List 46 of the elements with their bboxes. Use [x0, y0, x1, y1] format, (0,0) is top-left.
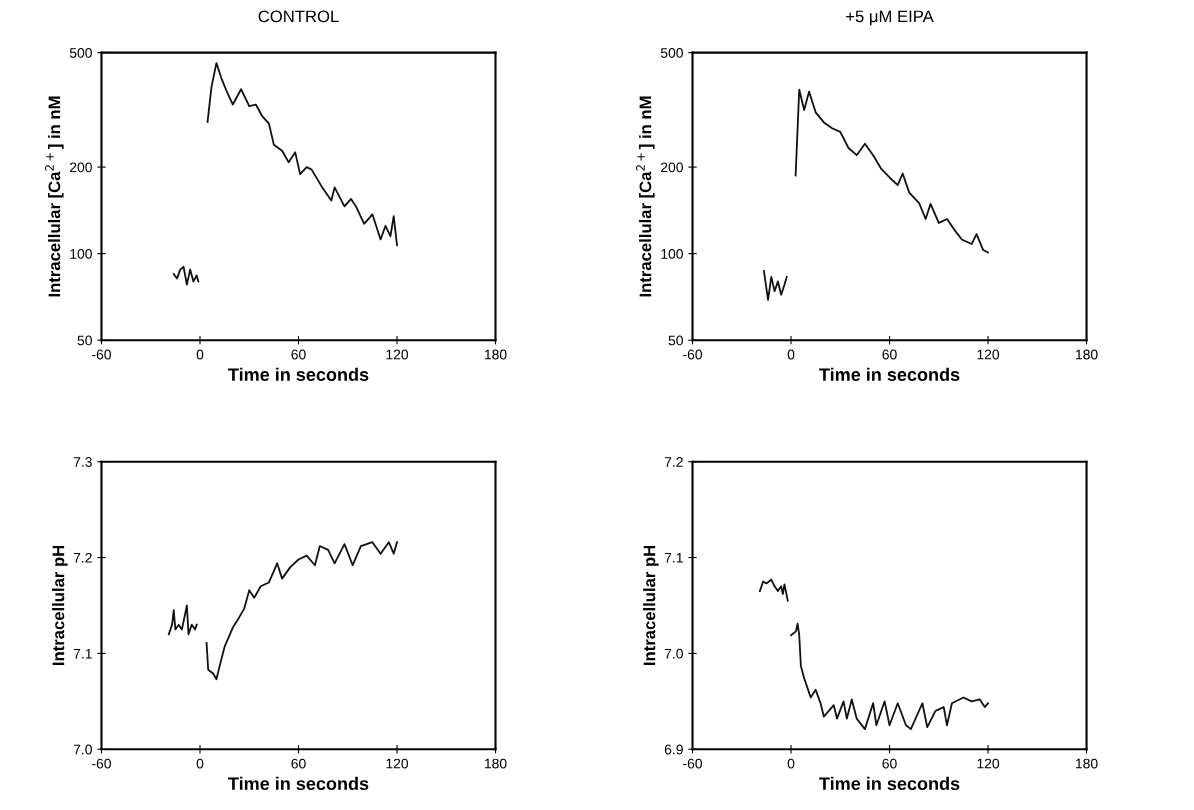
y-tick-label: 500: [69, 47, 92, 58]
y-tick-label: 200: [661, 162, 683, 173]
x-tick-label: 60: [882, 758, 897, 769]
y-tick-label: 50: [668, 335, 683, 346]
y-axis-title: Intracellular pH: [643, 545, 659, 666]
x-tick-label: 0: [787, 758, 795, 769]
chart-title: +5 μM EIPA: [846, 10, 934, 26]
x-tick-label: 180: [484, 349, 507, 360]
x-tick-label: 60: [882, 349, 897, 360]
y-axis-title: Intracellular pH: [52, 545, 68, 666]
x-tick-label: -60: [92, 758, 111, 769]
y-tick-label: 7.0: [73, 744, 92, 755]
x-axis-title: Time in seconds: [228, 776, 369, 791]
x-axis-title: Time in seconds: [228, 367, 369, 381]
x-tick-label: 0: [787, 349, 795, 360]
y-axis-title: Intracellular [Ca$^{2+}$] in nM: [45, 96, 64, 297]
x-tick-label: 120: [977, 349, 1000, 360]
x-tick-label: -60: [683, 758, 703, 769]
x-tick-label: 0: [196, 349, 204, 360]
x-tick-label: 180: [484, 758, 507, 769]
x-tick-label: 60: [291, 758, 306, 769]
y-tick-label: 100: [70, 248, 92, 259]
y-axis-title: Intracellular [Ca$^{2+}$] in nM: [636, 96, 655, 297]
x-axis-title: Time in seconds: [819, 776, 960, 791]
y-tick-label: 7.2: [664, 457, 683, 467]
y-tick-label: 7.0: [664, 648, 683, 659]
x-tick-label: 180: [1076, 758, 1098, 769]
x-tick-label: -60: [683, 349, 703, 360]
x-tick-label: 120: [386, 349, 409, 360]
x-tick-label: 120: [977, 758, 1000, 769]
chart-title: CONTROL: [258, 10, 339, 23]
x-tick-label: 60: [291, 349, 306, 360]
y-tick-label: 500: [660, 47, 683, 58]
y-tick-label: 6.9: [664, 744, 683, 755]
y-tick-label: 200: [69, 162, 92, 173]
x-tick-label: 120: [386, 758, 409, 769]
y-tick-label: 7.3: [73, 457, 92, 467]
y-tick-label: 7.2: [73, 552, 92, 563]
x-tick-label: 0: [196, 758, 204, 769]
y-tick-label: 7.1: [664, 553, 683, 563]
x-tick-label: 180: [1076, 349, 1098, 360]
x-tick-label: -60: [92, 349, 111, 360]
x-axis-title: Time in seconds: [819, 367, 960, 381]
y-tick-label: 50: [77, 335, 92, 346]
y-tick-label: 100: [661, 248, 683, 259]
y-tick-label: 7.1: [73, 648, 92, 659]
